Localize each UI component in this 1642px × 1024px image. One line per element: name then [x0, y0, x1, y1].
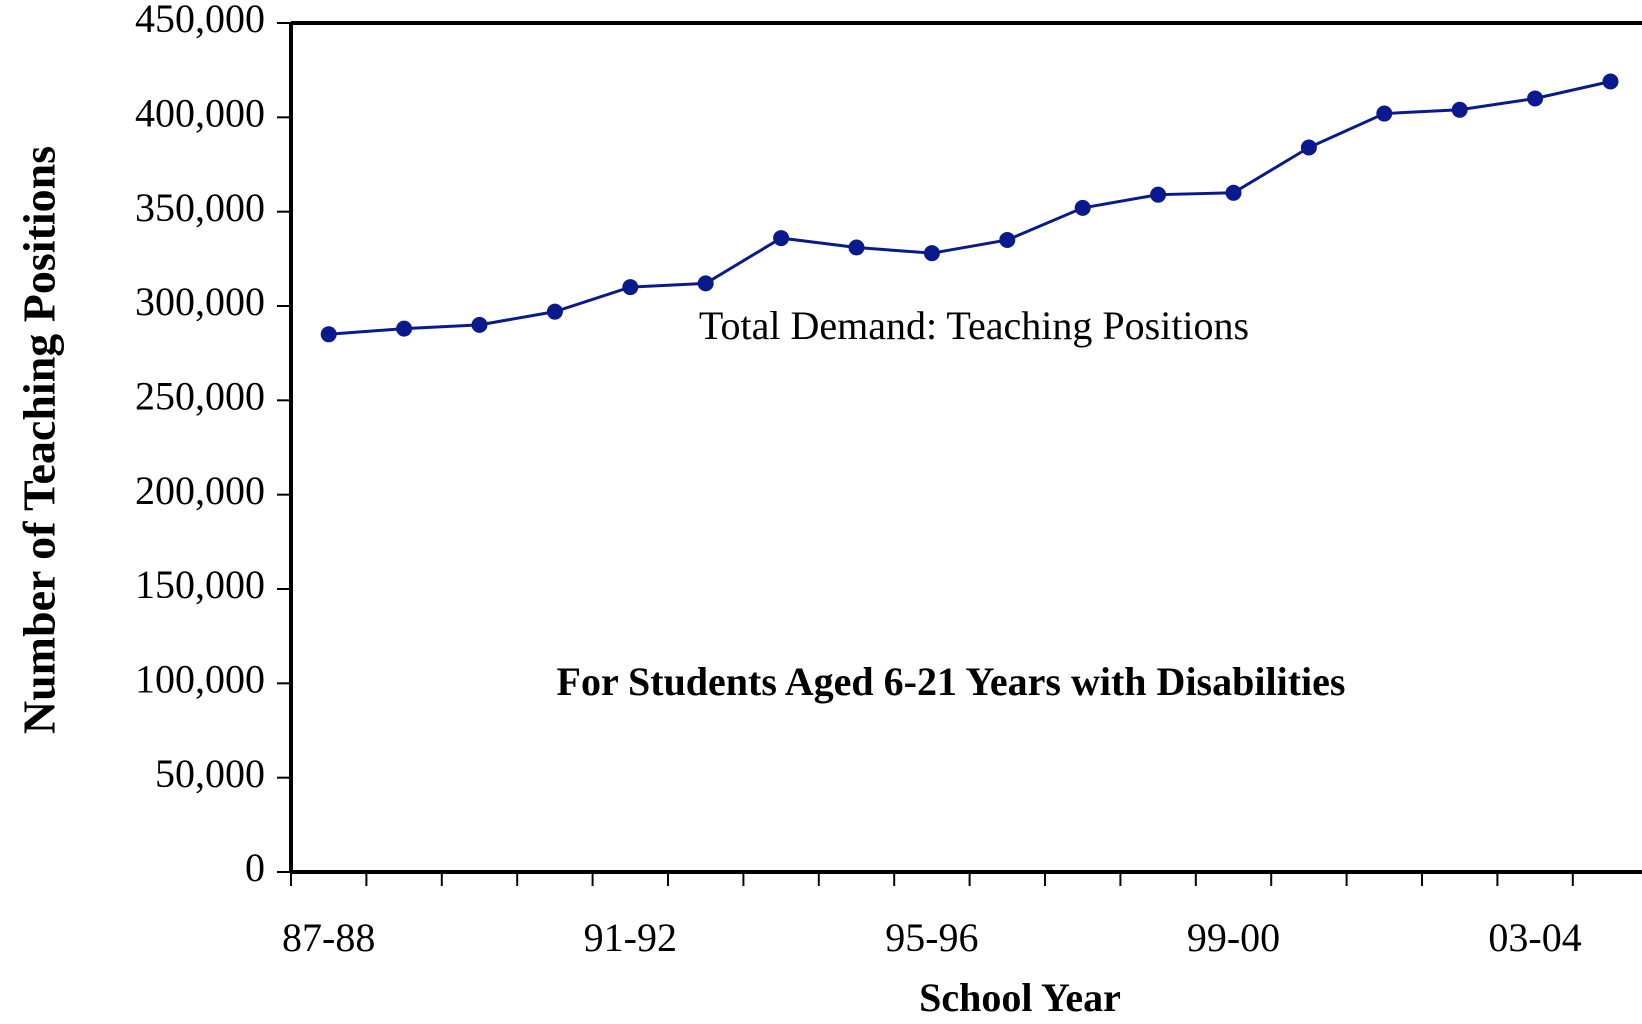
y-tick-label: 100,000	[135, 657, 265, 702]
data-point	[1074, 199, 1091, 216]
y-tick-label: 0	[245, 845, 265, 890]
data-point	[1150, 186, 1167, 203]
x-tick-label: 91-92	[584, 915, 677, 960]
y-axis-label: Number of Teaching Positions	[14, 146, 65, 734]
series-annotation: Total Demand: Teaching Positions	[699, 303, 1249, 348]
x-tick-label: 03-04	[1488, 915, 1581, 960]
data-point	[999, 231, 1016, 248]
y-tick-label: 400,000	[135, 91, 265, 136]
data-point	[1300, 139, 1317, 156]
data-point	[1376, 105, 1393, 122]
y-tick-label: 300,000	[135, 279, 265, 324]
y-tick-label: 50,000	[155, 751, 265, 796]
data-point	[1451, 101, 1468, 118]
data-point	[622, 279, 639, 296]
series-line	[328, 80, 1611, 336]
subtitle-annotation: For Students Aged 6-21 Years with Disabi…	[557, 659, 1346, 704]
data-point	[471, 316, 488, 333]
data-point	[1527, 90, 1544, 107]
y-tick-label: 250,000	[135, 374, 265, 419]
data-point	[396, 320, 413, 337]
y-tick-label: 450,000	[135, 0, 265, 41]
y-tick-label: 350,000	[135, 185, 265, 230]
x-tick-label: 95-96	[885, 915, 978, 960]
data-point	[1225, 184, 1242, 201]
data-point	[848, 239, 865, 256]
data-point	[1602, 73, 1619, 90]
x-axis-label: School Year	[919, 975, 1121, 1020]
data-point	[697, 275, 714, 292]
x-tick-label: 87-88	[282, 915, 375, 960]
y-tick-label: 200,000	[135, 468, 265, 513]
y-tick-label: 150,000	[135, 562, 265, 607]
x-tick-label: 99-00	[1187, 915, 1280, 960]
data-point	[320, 326, 337, 343]
data-point	[773, 230, 790, 247]
data-point	[546, 303, 563, 320]
data-point	[923, 245, 940, 262]
